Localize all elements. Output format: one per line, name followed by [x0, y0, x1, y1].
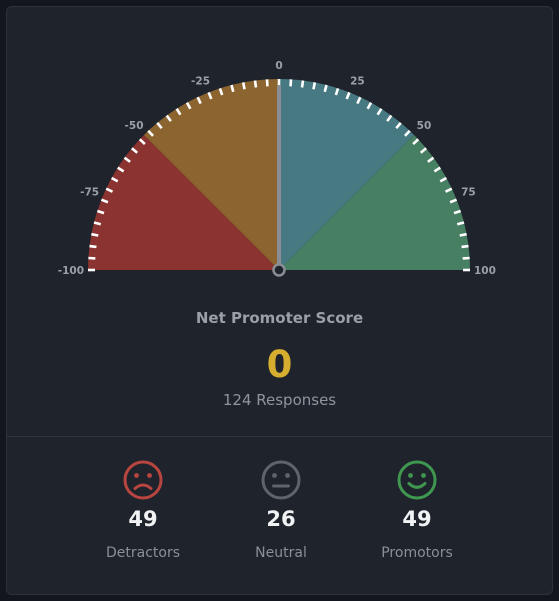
gauge-tick	[230, 84, 235, 93]
gauge-tick	[110, 176, 119, 183]
responses-count: 124 Responses	[222, 391, 337, 409]
gauge-tick	[91, 232, 99, 237]
gauge-tick-label: 75	[461, 187, 476, 199]
gauge-tick-label: -75	[80, 187, 99, 199]
gauge-tick	[131, 147, 139, 154]
gauge-tick	[386, 114, 393, 122]
gauge-tick-label: -50	[125, 120, 144, 132]
gauge-tick	[461, 244, 469, 249]
gauge-tick	[100, 198, 109, 204]
neutral-face-icon	[261, 460, 301, 500]
gauge-tick	[433, 166, 441, 173]
neutral-count: 26	[266, 507, 296, 531]
promotors-count: 49	[402, 507, 432, 531]
gauge-tick-label: -25	[191, 76, 210, 88]
gauge-tick	[96, 209, 105, 215]
gauge-tick	[456, 221, 465, 226]
gauge-tick	[123, 156, 131, 163]
nps-card: -100 -75 -50 -25 0 25 50 75 100 Net Promoter Sco…	[6, 6, 553, 595]
gauge-tick	[427, 156, 435, 163]
gauge-hub	[272, 263, 286, 277]
gauge-tick	[138, 138, 146, 145]
nps-score: 0	[266, 343, 293, 386]
gauge-tick-label: 100	[474, 265, 496, 277]
gauge-segment-3	[279, 134, 470, 270]
gauge-tick	[459, 232, 467, 237]
gauge-tick	[356, 96, 362, 105]
gauge-tick	[207, 91, 213, 100]
gauge-tick-label: 25	[350, 76, 365, 88]
gauge-tick	[175, 108, 182, 116]
promotors-label: Promotors	[381, 545, 453, 561]
gauge-tick	[185, 101, 192, 110]
neutral-label: Neutral	[255, 545, 307, 561]
frown-face-icon	[123, 460, 163, 500]
stat-neutral: 26 Neutral	[221, 459, 341, 561]
gauge-title: Net Promoter Score	[195, 309, 364, 327]
nps-gauge: -100 -75 -50 -25 0 25 50 75 100	[58, 60, 496, 277]
gauge-tick	[395, 122, 402, 130]
gauge-tick	[156, 122, 163, 130]
gauge-tick	[105, 187, 114, 193]
detractors-label: Detractors	[105, 545, 181, 561]
gauge-tick	[376, 108, 383, 116]
stat-promotors: 49 Promotors	[357, 459, 477, 561]
gauge-tick	[253, 80, 258, 88]
gauge-tick	[241, 82, 246, 90]
gauge-tick	[165, 114, 172, 122]
gauge-tick	[444, 187, 453, 193]
smile-face-icon	[397, 460, 437, 500]
gauge-tick	[404, 129, 411, 137]
gauge-tick	[449, 198, 458, 204]
gauge-tick	[323, 84, 328, 93]
gauge-tick-label: -100	[58, 265, 84, 277]
gauge-tick	[89, 244, 97, 249]
gauge-tick	[93, 221, 102, 226]
gauge-tick	[345, 91, 351, 100]
gauge-tick	[366, 101, 373, 110]
gauge-tick	[334, 87, 340, 96]
gauge-tick	[453, 209, 462, 215]
gauge-tick	[196, 96, 202, 105]
stat-detractors: 49 Detractors	[83, 459, 203, 561]
gauge-tick	[312, 82, 317, 90]
gauge-tick	[117, 166, 125, 173]
gauge-tick	[300, 80, 305, 88]
gauge-tick-label: 50	[417, 120, 432, 132]
detractors-count: 49	[128, 507, 158, 531]
gauge-tick	[439, 176, 448, 183]
divider	[7, 436, 552, 437]
gauge-tick	[218, 87, 224, 96]
gauge-segment-1	[143, 79, 279, 270]
gauge-tick-label: 0	[275, 60, 282, 72]
gauge-segment-2	[279, 79, 415, 270]
gauge-tick	[412, 138, 420, 145]
gauge-segment-0	[88, 134, 279, 270]
gauge-tick	[147, 129, 154, 137]
gauge-tick	[419, 147, 427, 154]
